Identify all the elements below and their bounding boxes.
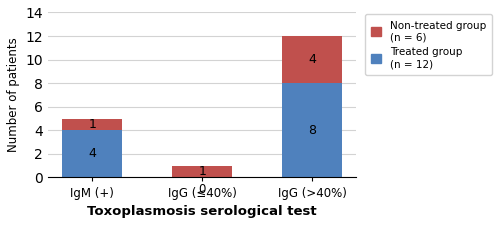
Y-axis label: Number of patients: Number of patients (7, 38, 20, 152)
Bar (62, 130, 122, 178)
Text: 0: 0 (198, 183, 206, 196)
Text: 1: 1 (88, 118, 96, 131)
Bar (282, 83, 343, 178)
Legend: Non-treated group
(n = 6), Treated group
(n = 12): Non-treated group (n = 6), Treated group… (365, 14, 492, 75)
Text: 8: 8 (308, 124, 316, 137)
Bar (172, 166, 233, 178)
Bar (62, 119, 122, 130)
Text: 4: 4 (88, 147, 96, 160)
Bar (282, 36, 343, 83)
Text: 1: 1 (198, 165, 206, 178)
Text: 4: 4 (308, 53, 316, 66)
X-axis label: Toxoplasmosis serological test: Toxoplasmosis serological test (88, 205, 317, 218)
